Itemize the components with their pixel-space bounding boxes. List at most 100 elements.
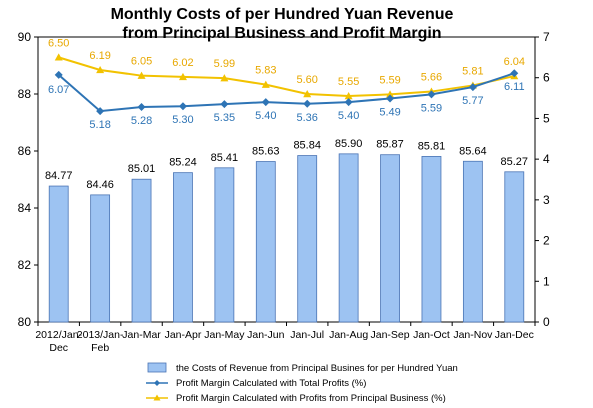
bar-data-label: 85.41 — [211, 152, 239, 164]
total-profit-data-label: 5.40 — [255, 110, 276, 122]
bar — [214, 167, 235, 323]
left-axis-tick-label: 82 — [18, 258, 32, 272]
bar — [338, 153, 359, 323]
principal-profit-margin-point — [220, 74, 229, 82]
principal-profit-margin-point — [303, 90, 312, 98]
total-profit-margin-point — [344, 98, 353, 107]
total-profit-margin-point — [220, 100, 229, 109]
total-profit-margin-point — [303, 99, 312, 108]
right-axis-tick-label: 1 — [543, 274, 550, 288]
principal-profit-data-label: 6.19 — [89, 50, 110, 62]
total-profit-data-label: 5.49 — [379, 106, 400, 118]
total-profit-data-label: 6.11 — [504, 81, 525, 93]
principal-profit-margin-point — [178, 72, 187, 81]
total-profit-data-label: 5.59 — [421, 102, 442, 114]
plot-area: 80 82 84 86 88 90 0 1 2 3 4 5 6 7 2012/Jan-Dec 2013/Jan… — [18, 30, 550, 354]
total-profit-margin-point — [386, 94, 395, 103]
right-axis-tick-label: 5 — [543, 111, 550, 125]
bar-data-label: 85.84 — [293, 140, 321, 152]
principal-profit-margin-point — [386, 90, 395, 98]
principal-profit-data-label: 6.04 — [504, 56, 525, 68]
bar — [255, 161, 276, 323]
bar-data-label: 85.90 — [335, 138, 363, 150]
bar — [380, 154, 400, 323]
bar — [48, 185, 69, 323]
principal-profit-data-label: 5.59 — [379, 74, 400, 86]
x-axis-tick-label: Jan-Nov — [453, 329, 493, 341]
principal-profit-margin-point — [137, 71, 146, 79]
principal-profit-data-label: 5.66 — [421, 72, 442, 84]
bar-data-label: 85.87 — [376, 139, 404, 151]
chart-title-line-1: Monthly Costs of per Hundred Yuan Revenu… — [111, 6, 454, 23]
total-profit-margin-point — [468, 83, 477, 92]
bar — [131, 178, 152, 323]
chart-title-line-2: from Principal Business and Profit Margi… — [122, 25, 441, 42]
bar-data-label: 85.27 — [501, 156, 529, 168]
principal-profit-data-label: 5.83 — [255, 65, 276, 77]
principal-profit-margin-point — [344, 92, 353, 100]
bar-data-label: 85.81 — [418, 140, 446, 152]
legend-label-costs: the Costs of Revenue from Principal Busi… — [176, 363, 458, 374]
bar-data-label: 84.77 — [45, 170, 73, 182]
total-profit-margin-point — [427, 90, 436, 99]
total-profit-data-label: 5.40 — [338, 110, 359, 122]
x-axis-tick-label: Jan-Dec — [495, 329, 534, 341]
principal-profit-data-label: 5.81 — [462, 65, 483, 77]
legend-principal-profit-marker — [153, 394, 161, 401]
right-axis-tick-label: 2 — [543, 234, 550, 248]
legend-bar-swatch — [147, 362, 167, 373]
left-axis-tick-label: 88 — [18, 87, 32, 101]
total-profit-data-label: 5.28 — [131, 115, 152, 127]
x-axis-tick-label: Jan-Mar — [122, 329, 161, 341]
right-axis-tick-label: 0 — [543, 315, 550, 329]
total-profit-data-label: 5.36 — [296, 112, 317, 124]
left-axis-tick-label: 84 — [18, 201, 32, 215]
legend-label-principal-profit: Profit Margin Calculated with Profits fr… — [176, 393, 446, 404]
principal-profit-data-label: 6.05 — [131, 56, 152, 68]
total-profit-data-label: 5.18 — [89, 119, 110, 131]
left-axis-tick-label: 80 — [18, 315, 32, 329]
x-axis-tick-label: 2012/Jan- — [35, 329, 82, 341]
x-axis-tick-label: Jan-Sep — [370, 329, 409, 341]
principal-profit-margin-point — [96, 65, 105, 74]
bar — [504, 171, 525, 323]
total-profit-margin-point — [137, 103, 146, 112]
right-axis-tick-label: 7 — [543, 30, 550, 44]
total-profit-data-label: 6.07 — [48, 84, 69, 96]
principal-profit-data-label: 5.55 — [338, 76, 359, 88]
legend-label-total-profit: Profit Margin Calculated with Total Prof… — [176, 378, 366, 389]
x-axis-tick-label: Jan-Aug — [329, 329, 368, 341]
x-axis-tick-label: Jan-Apr — [165, 329, 202, 341]
x-axis-tick-label: Feb — [91, 342, 109, 354]
principal-profit-margin-point — [54, 53, 63, 61]
total-profit-margin-point — [96, 107, 105, 116]
principal-profit-data-label: 6.50 — [48, 37, 69, 49]
total-profit-margin-point — [510, 69, 519, 78]
x-axis-tick-label: 2013/Jan- — [77, 329, 124, 341]
total-profit-margin-point — [54, 70, 63, 79]
right-axis-tick-label: 6 — [543, 71, 550, 85]
bar-data-label: 84.46 — [86, 179, 114, 191]
legend-total-profit-marker — [154, 380, 160, 386]
bar — [173, 172, 193, 323]
legend: the Costs of Revenue from Principal Busi… — [146, 362, 458, 404]
bar — [297, 155, 318, 323]
x-axis-tick-label: Jan-Jul — [290, 329, 324, 341]
principal-profit-data-label: 5.99 — [214, 58, 235, 70]
bar — [421, 156, 442, 323]
x-axis-tick-label: Jan-Jun — [247, 329, 285, 341]
principal-profit-data-label: 6.02 — [172, 57, 193, 69]
total-profit-margin-point — [261, 98, 270, 107]
total-profit-margin-line — [58, 72, 515, 113]
right-axis-tick-label: 4 — [543, 152, 550, 166]
x-axis-tick-label: Dec — [49, 342, 68, 354]
total-profit-data-label: 5.77 — [462, 95, 483, 107]
principal-profit-data-label: 5.60 — [296, 74, 317, 86]
total-profit-margin-point — [178, 102, 187, 111]
bar — [462, 160, 483, 323]
x-axis-tick-label: Jan-Oct — [413, 329, 450, 341]
left-axis-tick-label: 86 — [18, 144, 32, 158]
right-axis-tick-label: 3 — [543, 193, 550, 207]
principal-profit-margin-line — [58, 56, 515, 98]
